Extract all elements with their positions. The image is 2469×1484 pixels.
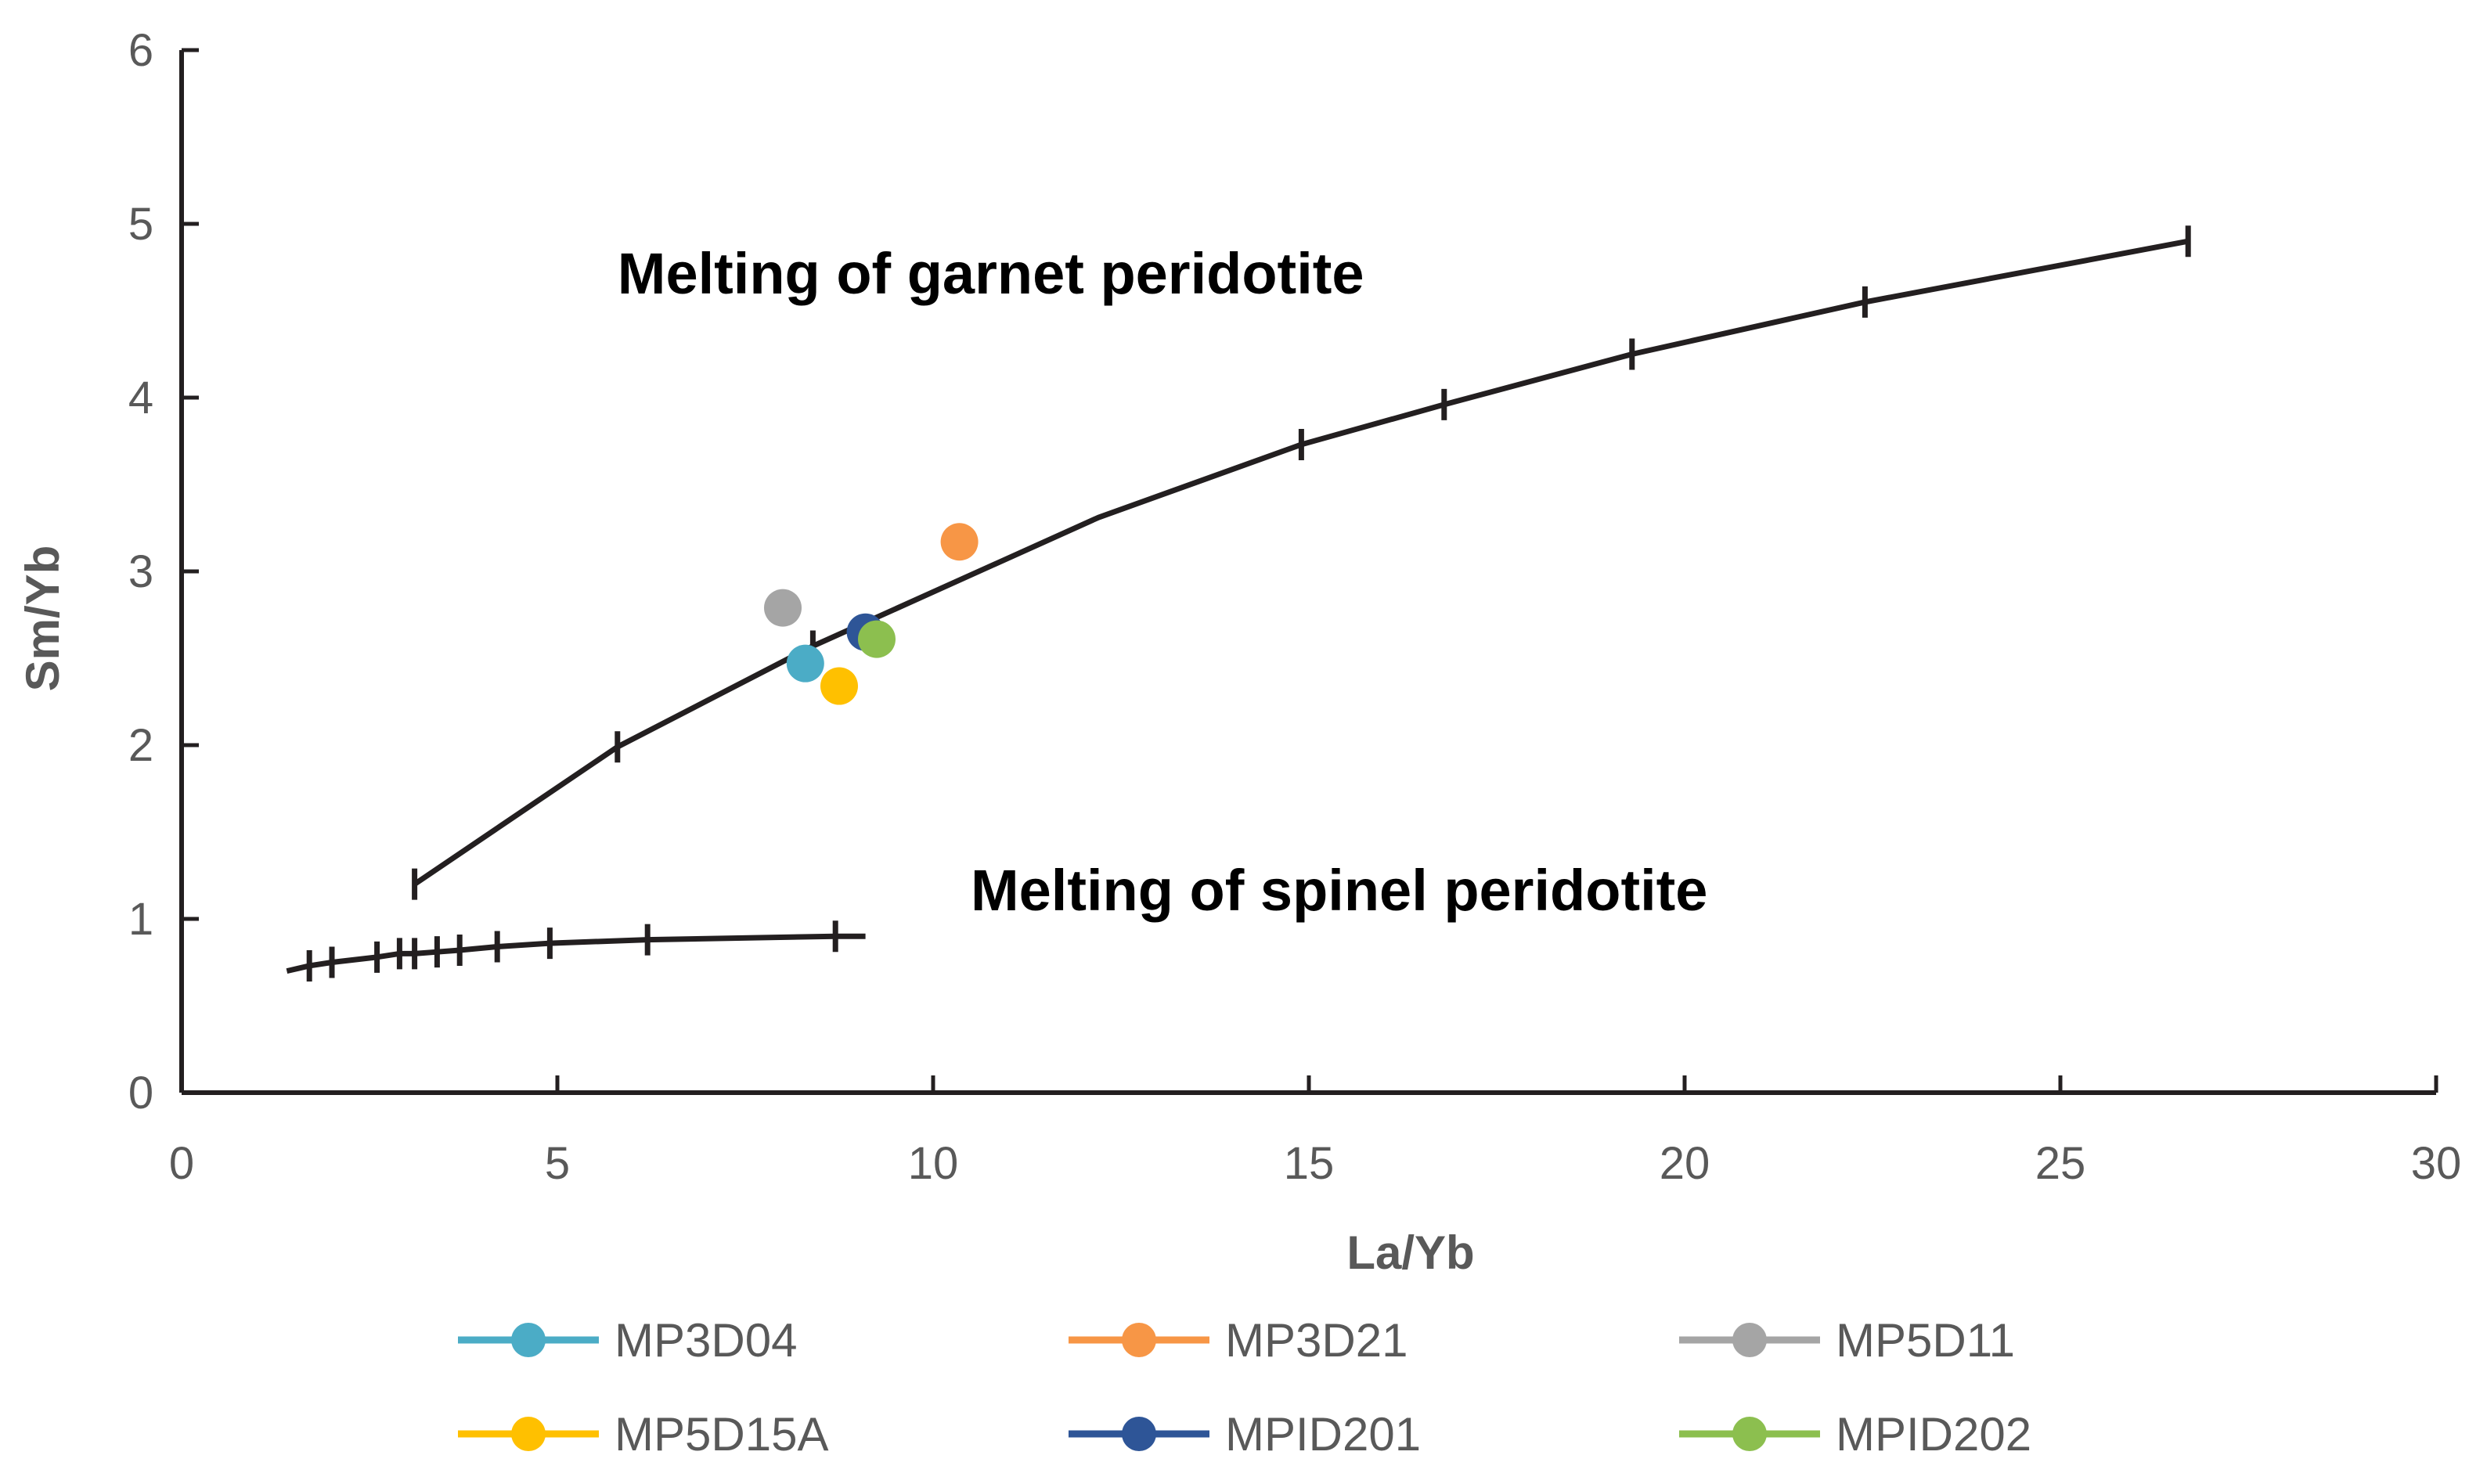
y-tick-label: 1 — [128, 894, 153, 945]
x-tick-label: 25 — [2035, 1138, 2086, 1189]
legend-marker — [1122, 1323, 1156, 1357]
x-tick-label: 15 — [1284, 1138, 1335, 1189]
legend-label: MP5D15A — [615, 1408, 828, 1461]
legend-item-mp5d15a: MP5D15A — [458, 1408, 828, 1461]
legend-label: MP3D04 — [615, 1314, 797, 1367]
point-mp5d15a — [820, 667, 858, 705]
legend-item-mp3d21: MP3D21 — [1069, 1314, 1408, 1367]
legend-item-mpid202: MPID202 — [1679, 1408, 2031, 1461]
legend-item-mpid201: MPID201 — [1069, 1408, 1421, 1461]
legend-label: MP5D11 — [1836, 1314, 2015, 1367]
y-axis-ticks: 0 1 2 3 4 5 6 — [128, 25, 199, 1118]
annotation-garnet-peridotite: Melting of garnet peridotite — [618, 241, 1364, 306]
annotations: Melting of garnet peridotite Melting of s… — [618, 241, 1708, 923]
legend-label: MPID201 — [1225, 1408, 1421, 1461]
x-tick-label: 5 — [545, 1138, 570, 1189]
model-curves — [286, 225, 2191, 982]
x-tick-label: 30 — [2411, 1138, 2462, 1189]
x-axis-title: La/Yb — [1346, 1226, 1474, 1279]
y-tick-label: 6 — [128, 25, 153, 76]
y-tick-label: 0 — [128, 1068, 153, 1118]
x-tick-label: 10 — [908, 1138, 959, 1189]
legend: MP3D04 MP3D21 MP5D11 MP5D15A MPID201 MPID202 — [458, 1314, 2031, 1461]
spinel-peridotite-curve — [286, 933, 866, 974]
y-axis-title: Sm/Yb — [16, 546, 69, 692]
y-tick-label: 4 — [128, 373, 153, 423]
annotation-spinel-peridotite: Melting of spinel peridotite — [971, 858, 1707, 923]
axes: 0 5 10 15 20 25 30 0 1 2 3 4 5 6 — [128, 25, 2461, 1189]
point-mp5d11 — [764, 589, 802, 627]
x-tick-label: 0 — [169, 1138, 194, 1189]
garnet-peridotite-curve — [413, 238, 2189, 887]
y-tick-label: 3 — [128, 546, 153, 597]
point-mpid202 — [858, 620, 896, 658]
legend-label: MPID202 — [1836, 1408, 2031, 1461]
legend-label: MP3D21 — [1225, 1314, 1408, 1367]
x-axis-ticks: 0 5 10 15 20 25 30 — [169, 1075, 2461, 1189]
y-tick-label: 2 — [128, 720, 153, 771]
legend-marker — [511, 1323, 546, 1357]
x-tick-label: 20 — [1660, 1138, 1710, 1189]
legend-marker — [1732, 1417, 1767, 1451]
legend-marker — [1122, 1417, 1156, 1451]
y-tick-label: 5 — [128, 199, 153, 250]
point-mp3d21 — [940, 523, 979, 561]
legend-marker — [511, 1417, 546, 1451]
point-mp3d04 — [786, 644, 824, 683]
legend-item-mp5d11: MP5D11 — [1679, 1314, 2015, 1367]
legend-marker — [1732, 1323, 1767, 1357]
legend-item-mp3d04: MP3D04 — [458, 1314, 797, 1367]
data-points — [764, 523, 979, 705]
